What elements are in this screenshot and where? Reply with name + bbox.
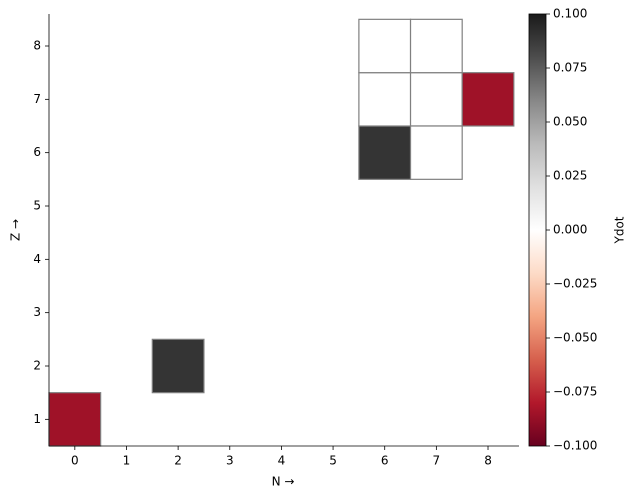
y-tick-label: 1 [33,412,41,426]
x-tick-label: 5 [329,454,337,468]
colorbar-tick-label: −0.050 [553,331,597,345]
y-tick-label: 7 [33,92,41,106]
y-tick-label: 4 [33,252,41,266]
x-tick-label: 3 [226,454,234,468]
x-tick-label: 2 [174,454,182,468]
x-tick-label: 6 [381,454,389,468]
heatmap-cell [48,392,102,447]
y-tick-label: 2 [33,359,41,373]
heatmap-cell [358,125,412,180]
colorbar-tick-label: 0.100 [553,7,587,21]
colorbar-tick-label: −0.025 [553,277,597,291]
heatmap-cell [461,72,515,127]
y-axis-label: Z → [9,219,23,241]
heatmap-cell [151,338,205,394]
colorbar [528,13,547,447]
x-tick-label: 7 [433,454,441,468]
x-tick-label: 1 [123,454,131,468]
colorbar-tick-label: 0.075 [553,61,587,75]
y-tick-label: 5 [33,199,41,213]
y-tick-label: 3 [33,305,41,319]
heatmap-cell [409,18,463,74]
x-tick-label: 8 [484,454,492,468]
colorbar-tick-label: −0.075 [553,385,597,399]
y-tick-label: 8 [33,39,41,53]
heatmap-cell [409,125,463,180]
colorbar-label: Ydot [613,216,627,244]
y-tick-label: 6 [33,145,41,159]
heatmap-cell [358,18,412,74]
heatmap-cell [409,72,463,127]
x-tick-label: 4 [278,454,286,468]
x-tick-label: 0 [71,454,79,468]
heatmap-cell [358,72,412,127]
colorbar-tick-label: 0.050 [553,115,587,129]
colorbar-tick-label: 0.000 [553,223,587,237]
colorbar-tick-label: 0.025 [553,169,587,183]
x-axis-label: N → [272,475,295,489]
colorbar-tick-label: −0.100 [553,439,597,453]
